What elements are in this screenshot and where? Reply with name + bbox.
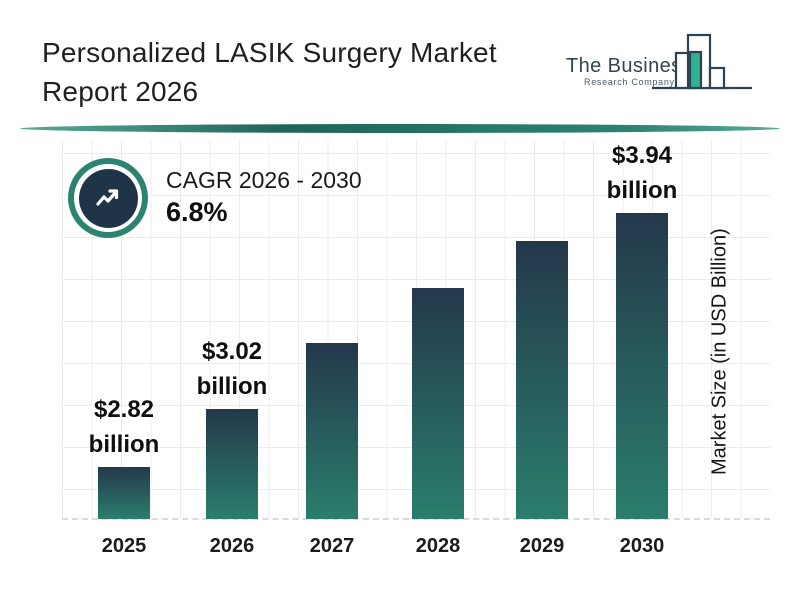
logo-company-subtitle: Research Company [584, 77, 675, 87]
page-title: Personalized LASIK Surgery Market Report… [42, 33, 497, 111]
x-axis-label-2030: 2030 [619, 535, 665, 557]
divider-swoosh [20, 124, 780, 133]
logo-skyline-bars-icon [652, 33, 752, 90]
x-axis-label-2027: 2027 [309, 535, 355, 557]
company-logo: The Business Research Company [556, 26, 766, 106]
x-axis-label-2026: 2026 [209, 535, 255, 557]
x-axis-label-2029: 2029 [519, 535, 565, 557]
cagr-badge-ring [74, 164, 142, 232]
logo-company-name: The Business [566, 55, 692, 77]
bar-2025 [98, 467, 150, 519]
bar-2030 [616, 213, 668, 519]
bar-2026 [206, 409, 258, 519]
bar-2029 [516, 241, 568, 519]
bar-2027 [306, 343, 358, 519]
trending-up-icon [78, 168, 138, 228]
value-label-2025: $2.82 billion [88, 396, 160, 458]
y-axis-title: Market Size (in USD Billion) [708, 228, 731, 476]
axis-baseline [62, 518, 770, 520]
x-axis-label-2028: 2028 [415, 535, 461, 557]
page-title-line-2: Report 2026 [42, 76, 199, 107]
value-label-2030: $3.94 billion [606, 142, 678, 204]
cagr-period-label: CAGR 2026 - 2030 [166, 167, 362, 193]
bar-2028 [412, 288, 464, 519]
x-axis-label-2025: 2025 [101, 535, 147, 557]
cagr-value: 6.8% [166, 197, 228, 227]
cagr-badge [68, 158, 148, 238]
value-label-2026: $3.02 billion [196, 338, 268, 400]
page-title-line-1: Personalized LASIK Surgery Market [42, 37, 497, 68]
